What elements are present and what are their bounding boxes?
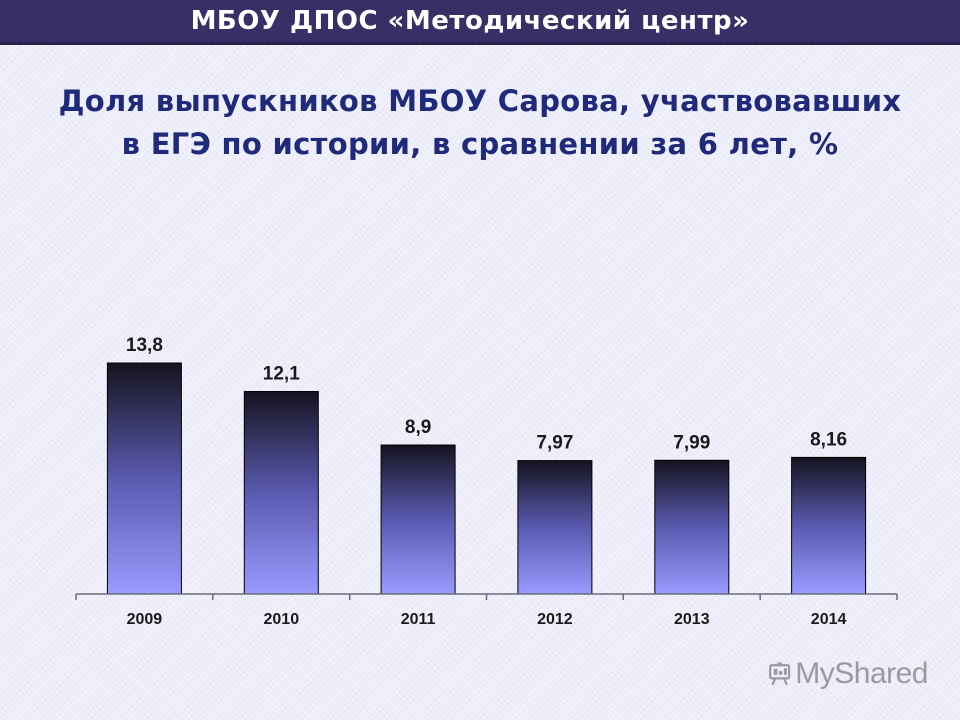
bar-2009 xyxy=(106,362,182,595)
data-label-2009: 13,8 xyxy=(126,335,163,356)
tick-label-2014: 2014 xyxy=(811,611,847,628)
bars-layer: 13,8 12,1 8,9 7,97 7,99 8,16 xyxy=(106,335,867,595)
bar-2011 xyxy=(380,444,456,595)
bar-2014 xyxy=(791,456,867,595)
tick-label-2010: 2010 xyxy=(264,611,300,628)
tick-label-2013: 2013 xyxy=(674,611,710,628)
data-label-2013: 7,99 xyxy=(673,432,710,453)
chart-title-line-2: в ЕГЭ по истории, в сравнении за 6 лет, … xyxy=(121,127,839,161)
chart-title: Доля выпускников МБОУ Сарова, участвовав… xyxy=(0,80,960,166)
bar-2013 xyxy=(654,459,730,595)
x-axis: 2009 2010 2011 2012 2013 2014 xyxy=(75,593,898,628)
tick-label-2012: 2012 xyxy=(537,611,573,628)
tick-label-2011: 2011 xyxy=(401,611,436,628)
header-title: МБОУ ДПОС «Методический центр» xyxy=(190,6,750,36)
bar-2010 xyxy=(243,391,319,595)
chart-title-line-1: Доля выпускников МБОУ Сарова, участвовав… xyxy=(58,84,902,118)
watermark-text: MyShared xyxy=(795,657,928,690)
data-label-2014: 8,16 xyxy=(810,429,847,450)
data-label-2012: 7,97 xyxy=(536,433,573,454)
bar-2012 xyxy=(517,460,593,595)
tick-label-2009: 2009 xyxy=(127,611,163,628)
presentation-board-icon xyxy=(769,662,791,686)
header-bar: МБОУ ДПОС «Методический центр» xyxy=(0,0,960,45)
data-label-2011: 8,9 xyxy=(405,417,431,438)
data-label-2010: 12,1 xyxy=(263,364,300,385)
watermark: MyShared xyxy=(768,652,928,696)
